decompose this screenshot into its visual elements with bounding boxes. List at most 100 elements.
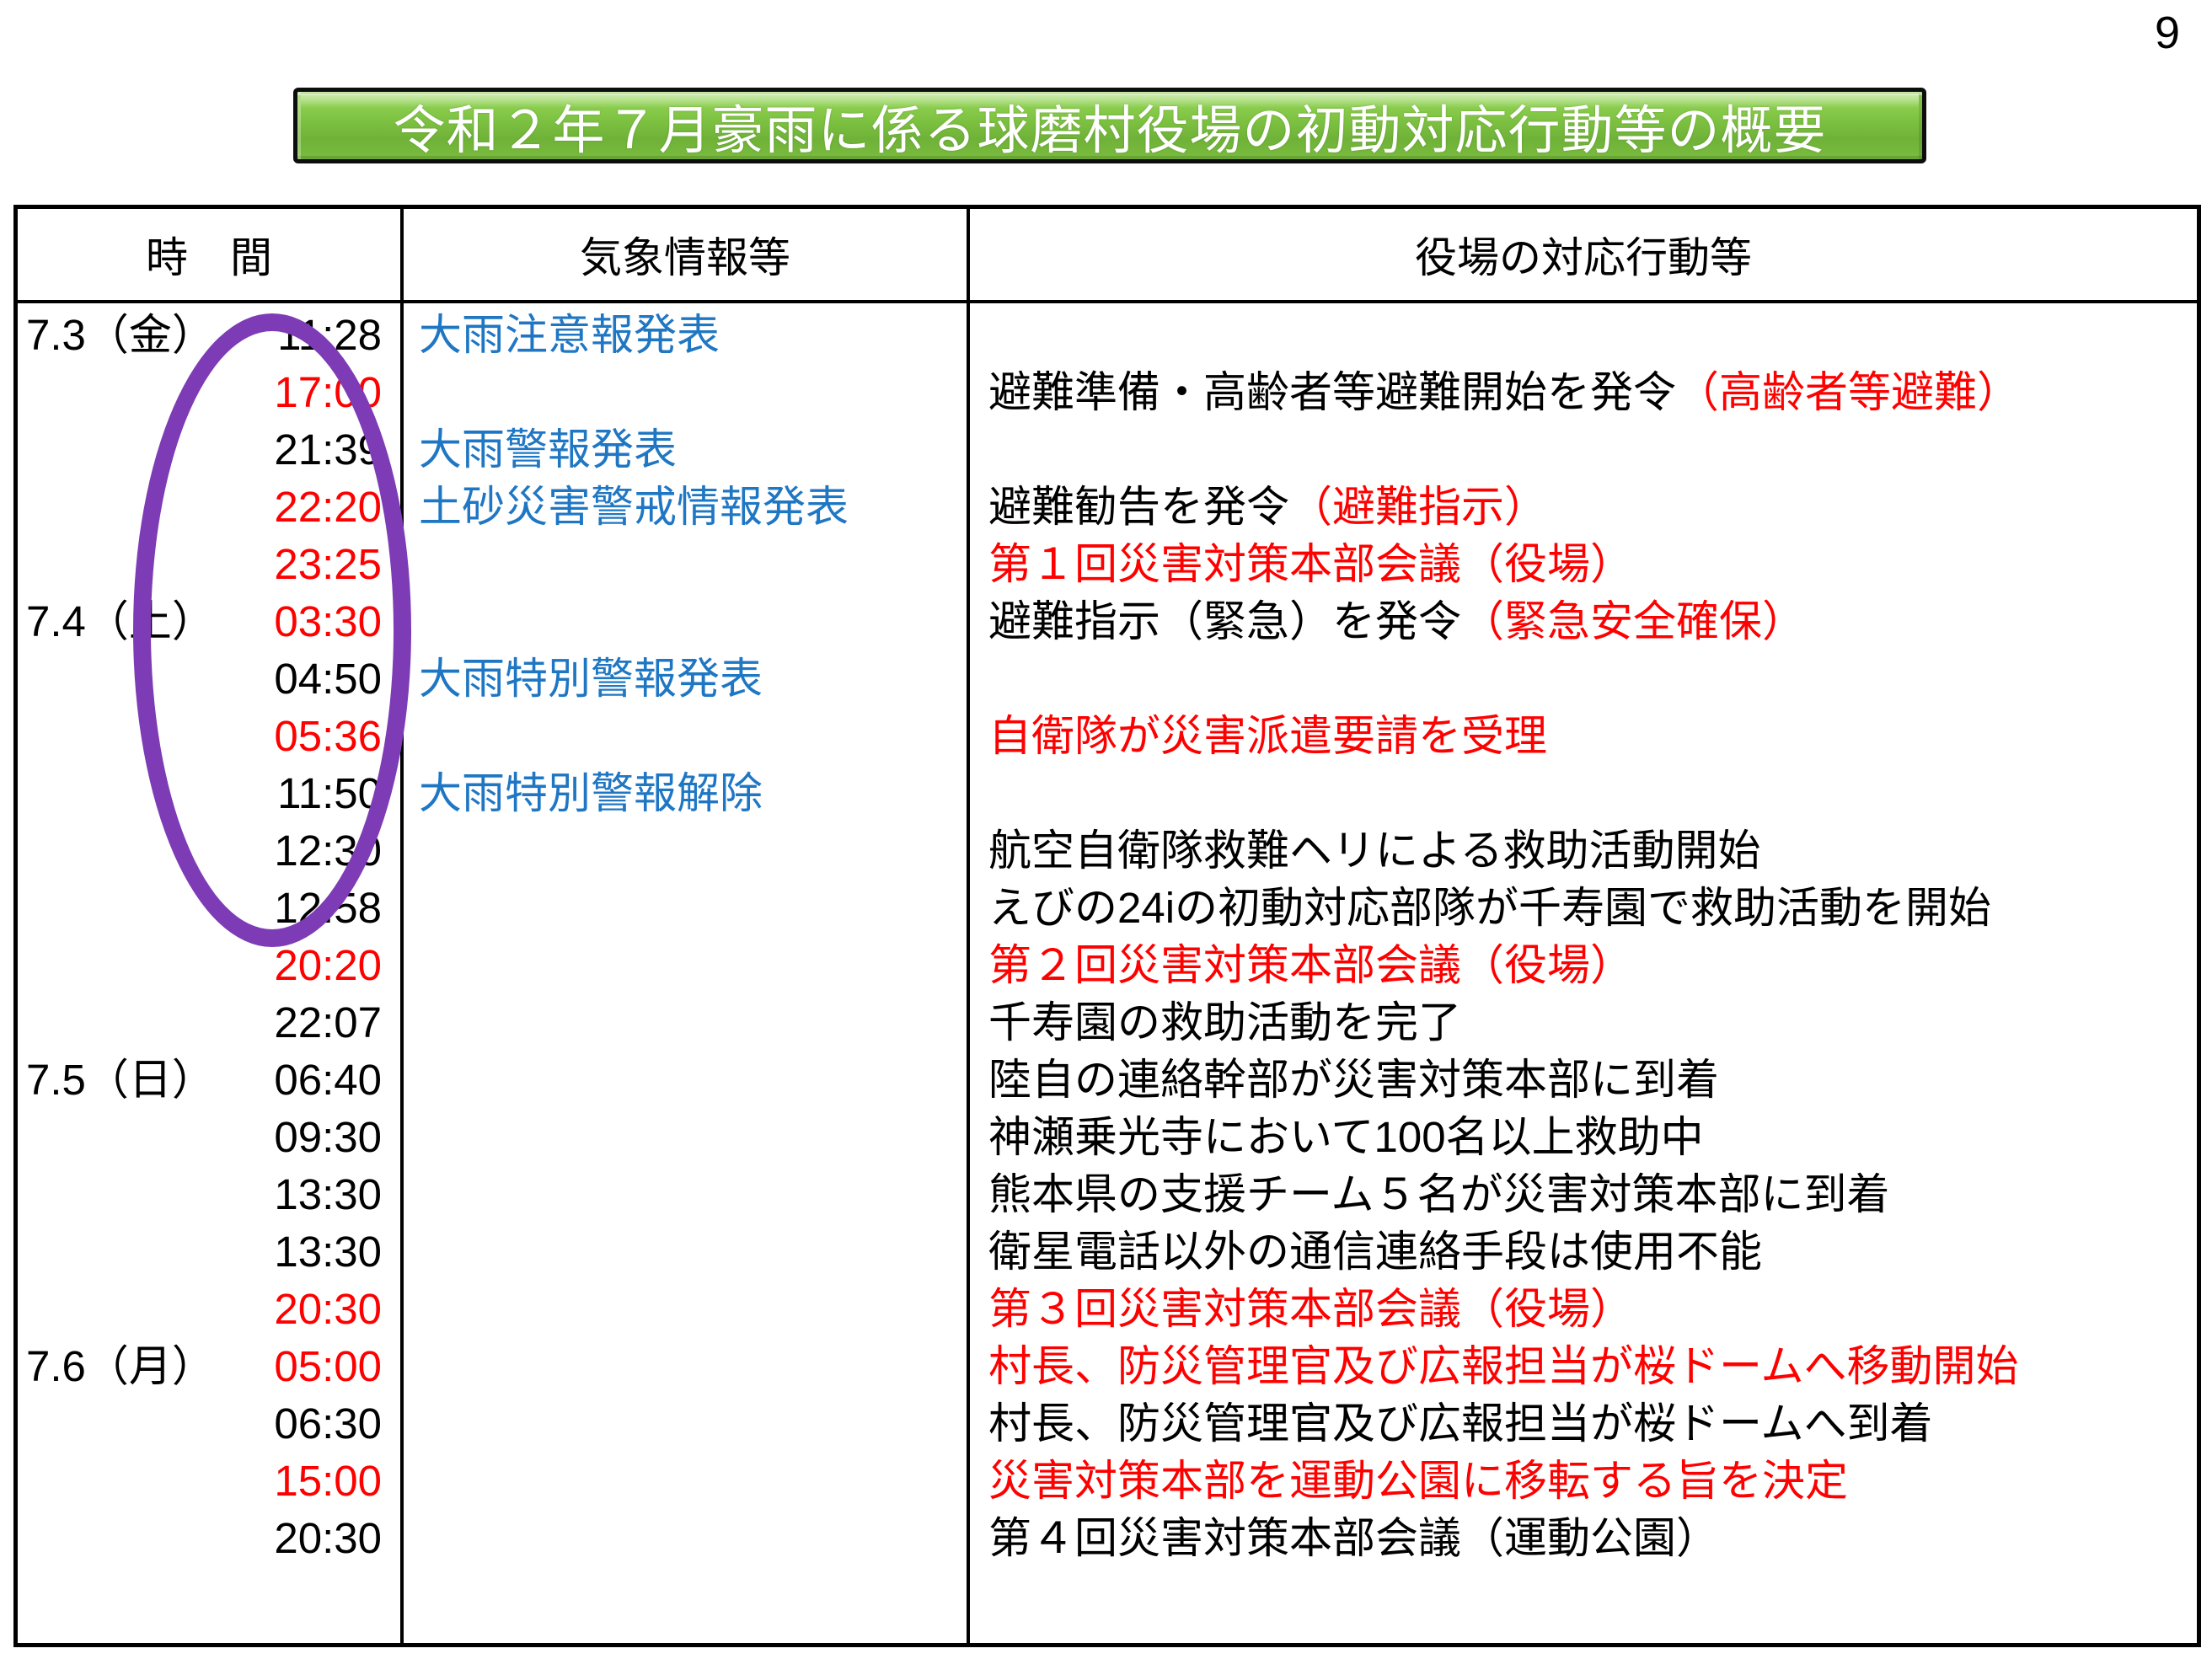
- time-row-list: 7.3（金） 11:28 17:00 21:39 22:20 23:25 7.4（土） 03:…: [18, 303, 400, 1567]
- action-row: 陸自の連絡幹部が災害対策本部に到着: [970, 1052, 2197, 1109]
- meteorological-row-empty: [404, 1453, 967, 1510]
- action-row: えびの24iの初動対応部隊が千寿園で救助活動を開始: [970, 880, 2197, 937]
- time-row: 05:36: [18, 708, 400, 765]
- page-title: 令和２年７月豪雨に係る球磨村役場の初動対応行動等の概要: [393, 102, 1827, 160]
- time-row-value: 20:30: [274, 1285, 382, 1333]
- meteorological-row-empty: [404, 994, 967, 1052]
- meteorological-row-empty: [404, 822, 967, 880]
- action-row-segment: えびの24iの初動対応部隊が千寿園で救助活動を開始: [988, 884, 1992, 932]
- time-row-value: 23:25: [274, 540, 382, 588]
- action-row: 第１回災害対策本部会議（役場）: [970, 536, 2197, 593]
- meteorological-row-empty: [404, 1166, 967, 1223]
- action-row-segment: 避難準備・高齢者等避難開始を発令: [988, 368, 1677, 416]
- timeline-table-container: 時 間 気象情報等 役場の対応行動等 7.3（金） 11:28 17:00 21:39…: [13, 205, 2201, 1647]
- action-row-segment: 航空自衛隊救難ヘリによる救助活動開始: [988, 827, 1761, 875]
- time-row: 7.6（月） 05:00: [18, 1338, 400, 1395]
- time-row-value: 05:00: [274, 1342, 382, 1390]
- time-row: 7.5（日） 06:40: [18, 1052, 400, 1109]
- time-row-value: 13:30: [274, 1170, 382, 1218]
- action-row: 第４回災害対策本部会議（運動公園）: [970, 1510, 2197, 1567]
- meteorological-row-empty: [404, 536, 967, 593]
- action-row: 避難指示（緊急）を発令（緊急安全確保）: [970, 593, 2197, 650]
- timeline-table: 時 間 気象情報等 役場の対応行動等 7.3（金） 11:28 17:00 21:39…: [18, 209, 2197, 1643]
- time-row-value: 21:39: [274, 425, 382, 474]
- table-body-row: 7.3（金） 11:28 17:00 21:39 22:20 23:25 7.4（土） 03:…: [18, 302, 2197, 1643]
- meteorological-row-empty: [404, 593, 967, 650]
- time-row: 23:25: [18, 536, 400, 593]
- time-row-value: 12:30: [274, 827, 382, 875]
- action-row-segment: 自衛隊が災害派遣要請を受理: [988, 712, 1548, 760]
- action-row: 熊本県の支援チーム５名が災害対策本部に到着: [970, 1166, 2197, 1223]
- header-action: 役場の対応行動等: [968, 209, 2197, 303]
- action-row: 航空自衛隊救難ヘリによる救助活動開始: [970, 822, 2197, 880]
- time-row: 20:30: [18, 1510, 400, 1567]
- meteorological-column: 大雨注意報発表 大雨警報発表 土砂災害警戒情報発表 大雨特別警報発表 大雨特別警報…: [402, 302, 970, 1643]
- action-row-segment: 村長、防災管理官及び広報担当が桜ドームへ到着: [988, 1399, 1933, 1448]
- action-row-segment: 第１回災害対策本部会議（役場）: [988, 540, 1634, 588]
- time-row-date: 7.6（月）: [26, 1342, 215, 1390]
- time-row-value: 22:20: [274, 483, 382, 531]
- action-row-empty: [970, 307, 2197, 364]
- meteorological-row-empty: [404, 364, 967, 421]
- meteorological-row: 大雨警報発表: [419, 425, 678, 474]
- meteorological-row-empty: [404, 1109, 967, 1166]
- action-row-segment: 災害対策本部を運動公園に移転する旨を決定: [988, 1457, 1849, 1505]
- action-row-empty: [970, 421, 2197, 479]
- time-row-value: 05:36: [274, 712, 382, 760]
- action-row-segment: （避難指示）: [1289, 483, 1548, 531]
- action-row-segment: 第４回災害対策本部会議（運動公園）: [988, 1514, 1720, 1562]
- time-row: 20:30: [18, 1281, 400, 1338]
- time-row: 22:07: [18, 994, 400, 1052]
- time-row-value: 15:00: [274, 1457, 382, 1505]
- time-row: 22:20: [18, 479, 400, 536]
- action-row-segment: 熊本県の支援チーム５名が災害対策本部に到着: [988, 1170, 1890, 1218]
- time-row-value: 20:30: [274, 1514, 382, 1562]
- meteorological-row-empty: [404, 708, 967, 765]
- time-row-value: 22:07: [274, 998, 382, 1046]
- action-row-segment: 千寿園の救助活動を完了: [988, 998, 1462, 1046]
- header-time: 時 間: [18, 209, 404, 303]
- header-meteorological: 気象情報等: [402, 209, 970, 303]
- action-row: 第３回災害対策本部会議（役場）: [970, 1281, 2197, 1338]
- page-number: 9: [2154, 8, 2180, 58]
- action-row: 避難準備・高齢者等避難開始を発令（高齢者等避難）: [970, 364, 2197, 421]
- meteorological-row-empty: [404, 937, 967, 994]
- meteorological-row-empty: [404, 880, 967, 937]
- time-row: 17:00: [18, 364, 400, 421]
- time-row: 12:30: [18, 822, 400, 880]
- meteorological-row-empty: [404, 1223, 967, 1281]
- time-row-value: 06:40: [274, 1056, 382, 1104]
- time-row-date: 7.3（金）: [26, 311, 215, 359]
- title-banner: 令和２年７月豪雨に係る球磨村役場の初動対応行動等の概要: [293, 88, 1926, 163]
- meteorological-row-list: 大雨注意報発表 大雨警報発表 土砂災害警戒情報発表 大雨特別警報発表 大雨特別警報…: [404, 303, 967, 1567]
- action-row-segment: 衛星電話以外の通信連絡手段は使用不能: [988, 1228, 1763, 1276]
- time-row: 13:30: [18, 1166, 400, 1223]
- time-row: 09:30: [18, 1109, 400, 1166]
- time-row: 7.4（土） 03:30: [18, 593, 400, 650]
- meteorological-row-empty: [404, 1052, 967, 1109]
- time-row-value: 04:50: [274, 655, 382, 703]
- time-row: 06:30: [18, 1395, 400, 1453]
- meteorological-row: 大雨特別警報解除: [419, 769, 763, 817]
- time-row: 21:39: [18, 421, 400, 479]
- time-row: 12:58: [18, 880, 400, 937]
- action-row: 神瀬乗光寺において100名以上救助中: [970, 1109, 2197, 1166]
- action-row-list: 避難準備・高齢者等避難開始を発令（高齢者等避難） 避難勧告を発令（避難指示） 第１…: [970, 303, 2197, 1567]
- action-row: 衛星電話以外の通信連絡手段は使用不能: [970, 1223, 2197, 1281]
- action-row-segment: 第３回災害対策本部会議（役場）: [988, 1285, 1634, 1333]
- action-row-segment: 第２回災害対策本部会議（役場）: [988, 941, 1634, 989]
- action-row-segment: （高齢者等避難）: [1676, 368, 2021, 416]
- action-row-segment: 避難指示（緊急）を発令: [988, 597, 1462, 645]
- action-row-segment: 村長、防災管理官及び広報担当が桜ドームへ移動開始: [988, 1342, 2019, 1390]
- action-row-empty: [970, 650, 2197, 708]
- time-row-value: 11:28: [277, 311, 382, 359]
- time-column: 7.3（金） 11:28 17:00 21:39 22:20 23:25 7.4（土） 03:…: [18, 302, 404, 1643]
- time-row-value: 13:30: [274, 1228, 382, 1276]
- action-column: 避難準備・高齢者等避難開始を発令（高齢者等避難） 避難勧告を発令（避難指示） 第１…: [968, 302, 2197, 1643]
- time-row-value: 09:30: [274, 1113, 382, 1161]
- time-row: 7.3（金） 11:28: [18, 307, 400, 364]
- meteorological-row: 大雨注意報発表: [419, 311, 720, 359]
- meteorological-row: 土砂災害警戒情報発表: [419, 483, 849, 531]
- action-row: 第２回災害対策本部会議（役場）: [970, 937, 2197, 994]
